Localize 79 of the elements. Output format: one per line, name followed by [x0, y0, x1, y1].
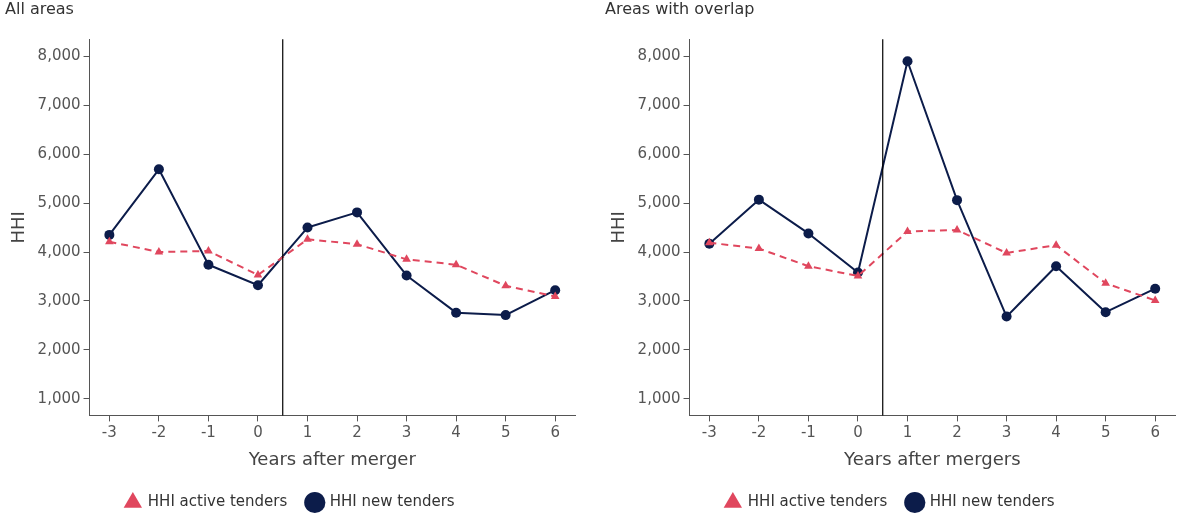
- y-tick-label: 8,000: [637, 46, 681, 65]
- x-tick-label: -1: [800, 423, 816, 442]
- point: [451, 307, 462, 318]
- point: [1101, 278, 1110, 286]
- point: [154, 247, 164, 255]
- point: [401, 270, 412, 281]
- legend-label: HHI new tenders: [329, 492, 455, 511]
- y-tick-label: 2,000: [37, 339, 81, 358]
- y-tick-label: 6,000: [37, 144, 81, 163]
- x-tick-label: 5: [500, 423, 511, 442]
- point: [1051, 240, 1061, 248]
- y-tick-label: 4,000: [37, 241, 81, 260]
- y-tick-label: 2,000: [637, 339, 681, 358]
- point: [1150, 295, 1160, 303]
- x-tick-label: 2: [952, 423, 962, 442]
- point: [302, 222, 313, 233]
- x-tick-label: 4: [1051, 423, 1061, 442]
- point: [203, 259, 214, 270]
- point: [1100, 307, 1111, 318]
- x-tick-label: -1: [200, 423, 216, 442]
- point: [1150, 283, 1161, 294]
- x-tick-label: -3: [101, 423, 117, 442]
- y-axis-title: HHI: [607, 211, 629, 244]
- point: [352, 239, 362, 247]
- y-tick-label: 5,000: [37, 192, 81, 211]
- x-tick-label: 4: [451, 423, 461, 442]
- x-tick-label: 5: [1100, 423, 1111, 442]
- point: [402, 254, 411, 262]
- x-tick-label: -3: [701, 423, 717, 442]
- y-tick-label: 7,000: [637, 95, 681, 114]
- point: [204, 246, 213, 254]
- y-tick-label: 6,000: [637, 144, 681, 163]
- x-tick-label: 6: [550, 423, 560, 442]
- legend-label: HHI active tenders: [747, 492, 888, 511]
- point: [804, 261, 813, 269]
- x-tick-label: 2: [352, 423, 362, 442]
- x-tick-label: 0: [853, 423, 863, 442]
- y-tick-label: 1,000: [37, 388, 81, 407]
- y-tick-label: 8,000: [37, 46, 81, 65]
- x-tick-label: 6: [1150, 423, 1160, 442]
- point: [1001, 311, 1012, 322]
- x-tick-label: -2: [151, 423, 167, 442]
- legend-label: HHI active tenders: [147, 492, 288, 511]
- y-tick-label: 3,000: [637, 290, 681, 309]
- y-tick-label: 1,000: [637, 388, 681, 407]
- point: [352, 207, 363, 218]
- legend-label: HHI new tenders: [929, 492, 1055, 511]
- point: [104, 229, 115, 240]
- point: [500, 310, 511, 321]
- point: [753, 194, 764, 205]
- point: [903, 226, 912, 234]
- chart-title: All areas: [5, 0, 74, 18]
- y-tick-label: 3,000: [37, 290, 81, 309]
- point: [153, 164, 164, 175]
- point: [754, 243, 764, 252]
- point: [501, 280, 510, 289]
- point: [303, 234, 312, 242]
- point: [550, 291, 560, 300]
- x-tick-label: -2: [751, 423, 767, 442]
- point: [451, 259, 461, 268]
- y-tick-label: 4,000: [637, 241, 681, 260]
- x-axis-title: Years after merger: [247, 447, 417, 469]
- x-axis-title: Years after mergers: [843, 447, 1021, 469]
- x-tick-label: 3: [1001, 423, 1012, 442]
- point: [252, 280, 263, 291]
- x-tick-label: 0: [253, 423, 263, 442]
- point: [803, 228, 814, 239]
- point: [550, 285, 561, 296]
- point: [1051, 261, 1062, 272]
- x-tick-label: 1: [902, 423, 913, 442]
- y-axis-title: HHI: [7, 211, 29, 244]
- point: [952, 195, 963, 206]
- chart-title: Areas with overlap: [605, 0, 755, 18]
- y-tick-label: 5,000: [637, 192, 681, 211]
- point: [105, 236, 114, 245]
- y-tick-label: 7,000: [37, 95, 81, 114]
- point: [902, 56, 913, 67]
- x-tick-label: 1: [302, 423, 313, 442]
- x-tick-label: 3: [401, 423, 412, 442]
